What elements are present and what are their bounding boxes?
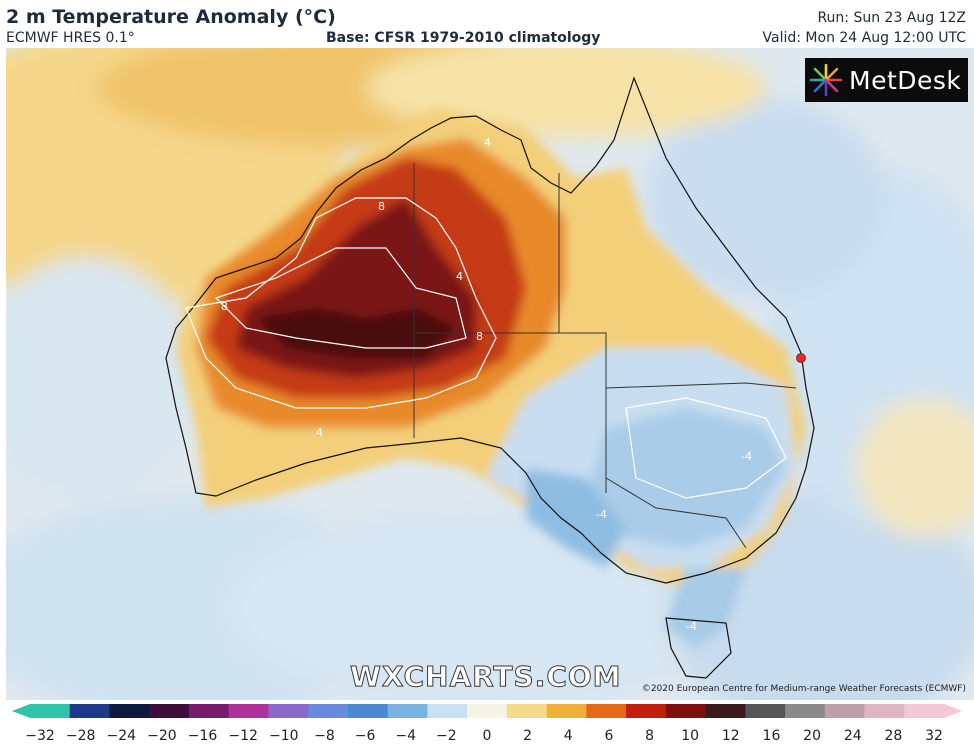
- wxcharts-watermark: WXCHARTS.COM: [350, 660, 622, 694]
- colorbar-segment: [586, 704, 627, 718]
- colorbar-segment: [268, 704, 309, 718]
- colorbar-segment: [387, 704, 428, 718]
- colorbar-tick-label: −6: [355, 728, 376, 744]
- contour-label: 4: [316, 426, 323, 439]
- colorbar-tick-label: −16: [188, 728, 218, 744]
- colorbar-tick-label: −10: [269, 728, 299, 744]
- colorbar-tick-label: 20: [803, 728, 821, 744]
- state-borders: [413, 163, 797, 549]
- climatology-base-label: Base: CFSR 1979-2010 climatology: [326, 30, 601, 46]
- colorbar-tick-label: 2: [523, 728, 532, 744]
- colorbar-arrow-left: [12, 704, 30, 718]
- colorbar-segment: [506, 704, 548, 718]
- tasmania-coastline: [665, 617, 732, 679]
- colorbar-tick-label: −28: [66, 728, 96, 744]
- colorbar-segment: [626, 704, 667, 718]
- continent-anomaly: [176, 108, 806, 648]
- logo-text: MetDesk: [849, 65, 962, 95]
- colorbar-segment: [308, 704, 349, 718]
- copyright-notice: ©2020 European Centre for Medium-range W…: [641, 684, 966, 694]
- colorbar-segment: [785, 704, 826, 718]
- colorbar-tick-label: 24: [844, 728, 862, 744]
- contour-label: 8: [476, 330, 483, 343]
- colorbar-tick-label: 32: [925, 728, 943, 744]
- burst-logo-icon: [809, 63, 843, 97]
- colorbar-segment: [228, 704, 270, 718]
- colorbar-segment: [824, 704, 866, 718]
- colorbar-segment: [109, 704, 150, 718]
- colorbar-segment: [705, 704, 746, 718]
- location-marker: [796, 353, 806, 363]
- contour-label: 8: [378, 200, 385, 213]
- colorbar-segment: [467, 704, 508, 718]
- colorbar-segment: [665, 704, 707, 718]
- australia-coastline: [165, 76, 815, 584]
- anomaly-map: 8 8 8 4 4 4 -4 -4 -4: [6, 48, 974, 700]
- model-label: ECMWF HRES 0.1°: [6, 30, 135, 46]
- colorbar-tick-label: 0: [483, 728, 492, 744]
- colorbar-tick-label: −4: [395, 728, 416, 744]
- colorbar-tick-label: −20: [147, 728, 177, 744]
- anomaly-contours: [185, 197, 787, 499]
- colorbar-tick-label: 4: [564, 728, 573, 744]
- metdesk-logo: MetDesk: [805, 58, 968, 102]
- colorbar-segment: [427, 704, 468, 718]
- colorbar-tick-label: 28: [884, 728, 902, 744]
- contour-label: 8: [221, 300, 228, 313]
- colorbar-tick-label: 16: [763, 728, 781, 744]
- colorbar-segment: [745, 704, 786, 718]
- colorbar-segment: [188, 704, 230, 718]
- contour-label: 4: [484, 136, 491, 149]
- colorbar-segment: [69, 704, 111, 718]
- colorbar-tick-label: 12: [722, 728, 740, 744]
- valid-time-label: Valid: Mon 24 Aug 12:00 UTC: [762, 30, 966, 46]
- colorbar-tick-label: 6: [604, 728, 613, 744]
- run-time-label: Run: Sun 23 Aug 12Z: [817, 10, 966, 26]
- colorbar-segment: [864, 704, 905, 718]
- colorbar-tick-label: 8: [645, 728, 654, 744]
- colorbar-tick-label: 10: [681, 728, 699, 744]
- contour-label: -4: [741, 450, 752, 463]
- contour-label: -4: [596, 508, 607, 521]
- colorbar-segment: [149, 704, 190, 718]
- colorbar-tick-label: −32: [25, 728, 55, 744]
- colorbar-segment: [904, 704, 945, 718]
- map-title: 2 m Temperature Anomaly (°C): [6, 6, 336, 28]
- colorbar-segment: [347, 704, 389, 718]
- colorbar-tick-label: −2: [436, 728, 457, 744]
- colorbar-tick-label: −24: [106, 728, 136, 744]
- contour-label: -4: [686, 620, 697, 633]
- colorbar-segment: [546, 704, 587, 718]
- colorbar-arrow-right: [944, 704, 962, 718]
- colorbar-tick-label: −8: [314, 728, 335, 744]
- colorbar-tick-label: −12: [228, 728, 258, 744]
- contour-label: 4: [456, 270, 463, 283]
- colorbar: −32 −28 −24 −20 −16 −12 −10 −8 −6 −4 −2 0 2 4 6 8 10 12 16…: [12, 704, 962, 744]
- colorbar-segment: [30, 704, 71, 718]
